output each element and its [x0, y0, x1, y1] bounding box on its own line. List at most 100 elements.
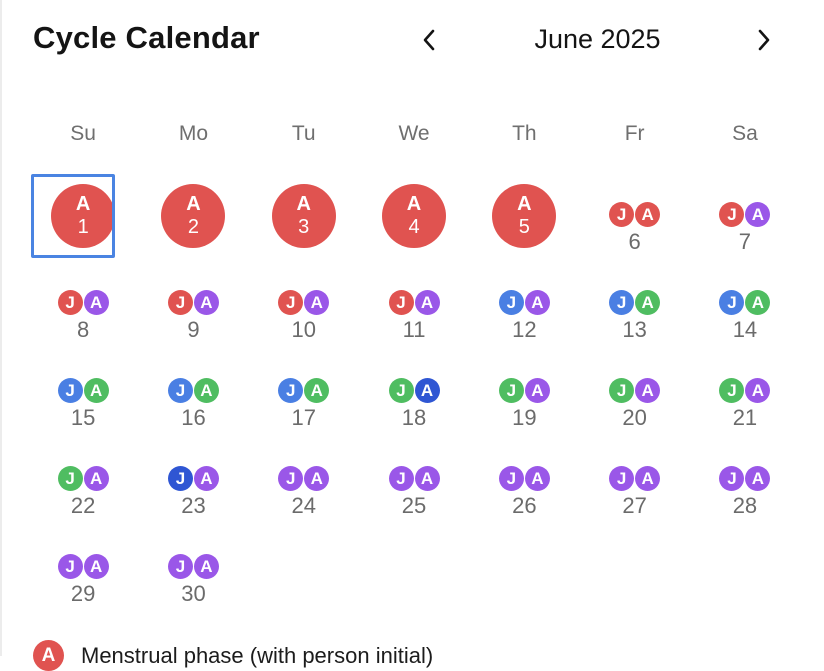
legend-menstrual-dot: A [33, 640, 64, 671]
day-number: 3 [298, 215, 310, 238]
day-number: 5 [518, 215, 530, 238]
calendar-day-14[interactable]: J A 14 [690, 260, 800, 348]
weekday-label: Th [512, 122, 537, 145]
phase-dot-luteal: A [524, 465, 550, 491]
calendar-day-26[interactable]: J A 26 [469, 436, 579, 524]
phase-dot-luteal: A [193, 553, 219, 579]
phase-dot-ovulation: J [388, 377, 414, 403]
phase-dot-luteal: A [83, 553, 109, 579]
phase-dot-ovulation: A [745, 289, 771, 315]
day-number: 8 [77, 317, 90, 342]
day-number: 21 [732, 405, 758, 430]
weekday-label: Mo [178, 122, 209, 145]
phase-dot-luteal: A [414, 465, 440, 491]
day-number: 4 [408, 215, 420, 238]
calendar-day-18[interactable]: J A 18 [359, 348, 469, 436]
calendar-day-13[interactable]: J A 13 [579, 260, 689, 348]
phase-dot-luteal: J [278, 465, 304, 491]
calendar-day-20[interactable]: J A 20 [579, 348, 689, 436]
calendar-day-21[interactable]: J A 21 [690, 348, 800, 436]
phase-dot-menstrual: J [167, 289, 193, 315]
current-month-label: June 2025 [534, 24, 661, 54]
phase-dot-luteal: A [193, 465, 219, 491]
day-number: 28 [732, 493, 758, 518]
calendar-day-15[interactable]: J A 15 [28, 348, 138, 436]
calendar-day-29[interactable]: J A 29 [28, 524, 138, 612]
calendar-day-10[interactable]: J A 10 [249, 260, 359, 348]
phase-dot-luteal: A [83, 289, 109, 315]
calendar-day-22[interactable]: J A 22 [28, 436, 138, 524]
phase-dot-luteal: A [304, 465, 330, 491]
phase-dot-menstrual: A [635, 201, 661, 227]
day-number: 29 [70, 581, 96, 606]
day-number: 17 [291, 405, 316, 430]
phase-dot-ovulation: J [609, 377, 635, 403]
legend-label: Menstrual phase (with person initial) [81, 642, 434, 668]
prev-month-button[interactable] [414, 22, 444, 58]
phase-dot-ovulation_peak: J [167, 465, 193, 491]
calendar-grid: A 1 A 2 A 3 A 4 A 5 J A 6 J A 7 J A 8 J A 9 J A 10 J A 11 J A 12 J A 13 J A… [28, 172, 800, 612]
weekday-label: We [398, 122, 430, 145]
phase-dot-luteal: A [745, 465, 771, 491]
day-number: 19 [512, 405, 537, 430]
calendar-day-28[interactable]: J A 28 [690, 436, 800, 524]
left-border [0, 0, 2, 656]
calendar-day-27[interactable]: J A 27 [579, 436, 689, 524]
phase-dot-luteal: A [635, 377, 661, 403]
phase-dot-luteal: A [745, 377, 771, 403]
day-number: 2 [187, 215, 199, 238]
calendar-day-23[interactable]: J A 23 [138, 436, 248, 524]
day-number: 15 [70, 405, 96, 430]
calendar-day-17[interactable]: J A 17 [249, 348, 359, 436]
day-number: 22 [70, 493, 96, 518]
phase-dot-menstrual: J [57, 289, 83, 315]
chevron-right-icon [758, 29, 770, 51]
page-title: Cycle Calendar [33, 20, 260, 55]
calendar-day-25[interactable]: J A 25 [359, 436, 469, 524]
phase-dot-menstrual: J [388, 289, 414, 315]
phase-dot-ovulation: A [193, 377, 219, 403]
day-number: 1 [77, 215, 89, 238]
phase-dot-follicular: J [719, 289, 745, 315]
weekday-label: Fr [624, 122, 645, 145]
calendar-day-24[interactable]: J A 24 [249, 436, 359, 524]
calendar-day-11[interactable]: J A 11 [359, 260, 469, 348]
calendar-day-30[interactable]: J A 30 [138, 524, 248, 612]
phase-dot-ovulation: J [719, 377, 745, 403]
day-number: 10 [291, 317, 316, 342]
phase-dot-luteal: A [524, 377, 550, 403]
calendar-day-19[interactable]: J A 19 [469, 348, 579, 436]
next-month-button[interactable] [749, 22, 779, 58]
phase-dot-ovulation_peak: A [414, 377, 440, 403]
person-initial: A [517, 192, 532, 215]
calendar-day-12[interactable]: J A 12 [469, 260, 579, 348]
day-number: 11 [402, 317, 426, 342]
weekday-label: Tu [291, 122, 316, 145]
calendar-day-16[interactable]: J A 16 [138, 348, 248, 436]
phase-dot-luteal: J [609, 465, 635, 491]
phase-dot-luteal: J [388, 465, 414, 491]
day-number: 25 [401, 493, 427, 518]
